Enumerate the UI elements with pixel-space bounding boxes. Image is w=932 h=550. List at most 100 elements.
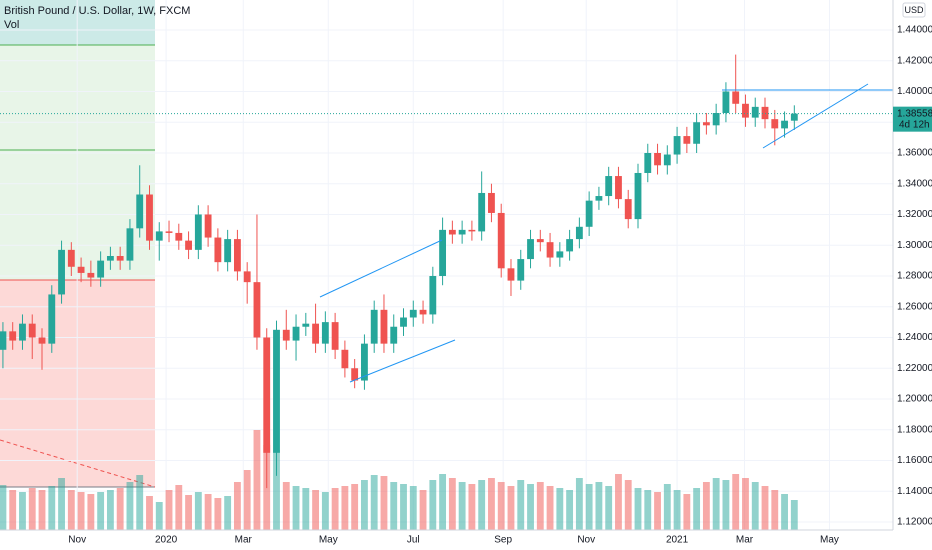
volume-bar [58,478,65,530]
volume-bar [165,490,173,530]
candle-body [702,122,710,126]
candle-body [468,229,476,232]
channel-line [319,239,443,298]
volume-bar [253,430,261,530]
candle-body [751,106,759,118]
volume-bar [439,474,447,530]
candle-body [409,309,417,318]
x-tick-label: Nov [68,535,86,546]
candle-body [546,242,554,258]
volume-bar [155,502,163,530]
candle-body [615,176,622,200]
y-tick-label: 1.18000 [897,424,932,435]
y-tick-label: 1.22000 [897,363,932,374]
volume-bar [361,480,368,530]
candle-body [351,368,359,381]
candle-body [28,323,36,338]
x-tick-label: May [319,535,338,546]
y-tick-label: 1.20000 [897,394,932,405]
candle-body [370,309,378,344]
volume-bar [605,486,613,530]
volume-bar [409,486,417,530]
volume-bar [106,490,114,530]
candle-body [536,239,544,243]
volume-bar [204,494,212,530]
candle-body [400,317,407,327]
candle-body [77,266,85,273]
candle-body [781,120,788,129]
candle-body [87,272,95,278]
volume-bar [742,478,749,530]
candle-body [448,229,456,235]
candle-body [331,322,339,350]
volume-bar [38,490,46,530]
trend-drawings [319,83,905,383]
price-axis [893,0,932,550]
candle-body [146,194,153,241]
candle-body [624,199,632,220]
volume-bar [419,490,427,530]
volume-bar [566,490,574,530]
candle-body [663,154,671,166]
volume-bar [585,484,593,530]
candle-body [585,200,593,227]
candle-body [771,119,779,129]
volume-bar [116,488,124,530]
candle-body [175,232,183,241]
y-tick-label: 1.24000 [897,332,932,343]
candle-body [478,192,486,232]
countdown: 4d 12h [899,119,930,130]
volume-bar [693,488,701,530]
volume-bar [185,495,192,530]
x-tick-label: Sep [494,535,512,546]
volume-bar [351,484,359,530]
candle-body [253,282,261,338]
volume-bar [136,475,144,530]
volume-bar [302,488,310,530]
volume-bar [126,482,134,530]
candle-body [439,229,447,276]
y-tick-label: 1.12000 [897,517,932,528]
currency-box[interactable] [902,2,926,18]
y-tick-label: 1.14000 [897,486,932,497]
candle-body [165,231,173,233]
candle-body [155,231,163,241]
candle-body [507,268,515,281]
candle-body [194,214,202,250]
volume-bar [497,482,505,530]
volume-bar [634,488,642,530]
volume-bar [556,488,564,530]
volume-bar [517,480,525,530]
volume-bar [673,490,681,530]
volume-bar [575,478,583,530]
volume-bar [273,450,280,530]
candle-body [321,322,329,344]
y-tick-label: 1.32000 [897,209,932,220]
candle-body [644,152,652,173]
candle-body [106,256,114,261]
volume-bar [331,488,339,530]
volume-bar [595,482,603,530]
y-tick-label: 1.26000 [897,301,932,312]
x-tick-label: Nov [577,535,595,546]
candle-body [380,309,388,344]
candle-body [595,196,603,201]
volume-bar [468,484,476,530]
candle-body [97,260,105,278]
indicator-label: Vol [4,19,19,31]
volume-bar [751,482,759,530]
candles [0,54,893,489]
volume-bar [615,474,622,530]
candle-body [126,228,134,261]
volume-bar [0,485,7,530]
volume-bar [400,484,407,530]
volume-bar [243,470,251,530]
volume-bar [429,480,437,530]
volume-bar [194,492,202,530]
volume-bar [712,478,720,530]
volume-bar [488,478,495,530]
candle-body [341,349,349,369]
candle-body [312,323,319,344]
y-tick-label: 1.28000 [897,271,932,282]
